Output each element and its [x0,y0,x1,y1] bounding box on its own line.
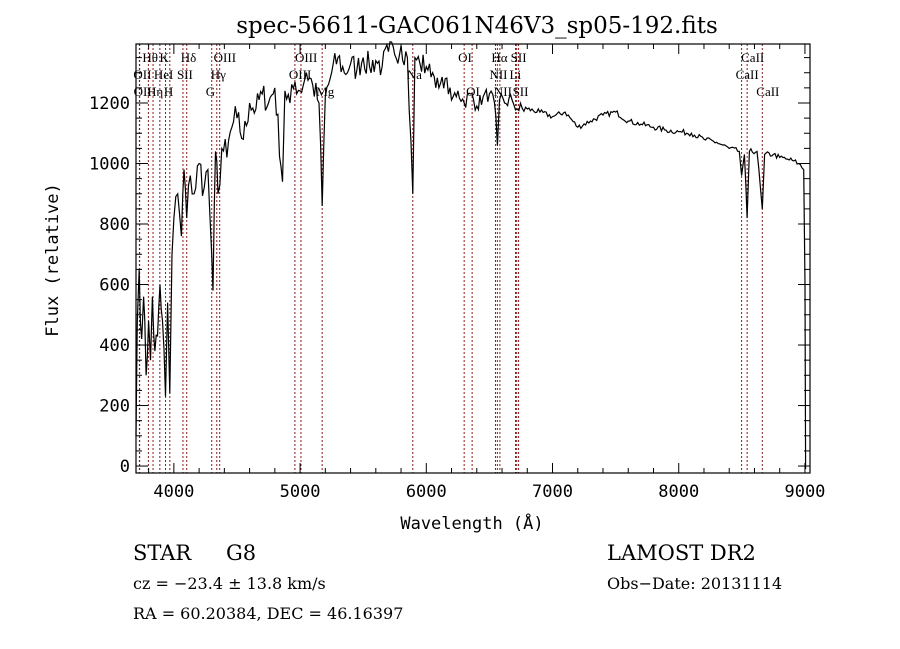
line-label: Li [510,67,522,82]
line-label: SII [177,67,193,82]
line-label: OII [133,67,151,82]
y-tick-label: 400 [99,336,130,356]
y-tick-label: 1200 [89,94,130,114]
line-label: Hγ [211,67,226,82]
x-axis-label: Wavelength (Å) [400,512,543,534]
line-label: Hα [491,50,507,65]
line-label: CaII [756,84,779,99]
x-tick-label: 4000 [153,482,194,502]
line-label: OIII [214,50,236,65]
line-label: CaII [736,67,759,82]
line-label: K [160,50,170,65]
line-label: H [164,84,173,99]
y-tick-label: 1000 [89,155,130,175]
y-axis-label: Flux (relative) [43,183,63,337]
x-tick-label: 5000 [280,482,321,502]
line-label: Hη [147,84,163,99]
line-label: Hθ [142,50,158,65]
y-tick-label: 800 [99,215,130,235]
chart-title: spec-56611-GAC061N46V3_sp05-192.fits [236,13,718,39]
line-label: Mg [316,84,335,99]
axis-ticks: 4000 5000 6000 7000 8000 9000 0 200 400 600 800 100… [89,44,825,502]
line-label: OIII [289,67,311,82]
line-label: SII [511,50,527,65]
y-tick-label: 600 [99,276,130,296]
x-tick-label: 6000 [406,482,447,502]
line-label: Hδ [181,50,197,65]
line-label: HeI [154,67,174,82]
x-tick-label: 8000 [658,482,699,502]
redshift-text: cz = −23.4 ± 13.8 km/s [133,574,326,593]
line-labels: OIIOIIHθHηHeIKHSIIHδGHγOIIIOIIIOIIIMgNaO… [133,50,779,99]
y-tick-label: 0 [120,457,130,477]
x-tick-label: 7000 [532,482,573,502]
line-label: OI [466,84,480,99]
y-tick-label: 200 [99,397,130,417]
line-label: OI [458,50,472,65]
line-label: NII [489,67,507,82]
line-label: CaII [741,50,764,65]
line-label: OIII [295,50,317,65]
spectrum-line [135,41,807,470]
line-label: SII [513,84,529,99]
line-label: NII [494,84,512,99]
object-class: STAR [133,541,192,565]
plot-frame [135,43,811,474]
line-markers [138,44,763,473]
x-tick-label: 9000 [784,482,825,502]
obs-date: Obs−Date: 20131114 [607,574,782,593]
line-label: G [206,84,215,99]
coordinates: RA = 60.20384, DEC = 46.16397 [133,604,403,623]
survey-name: LAMOST DR2 [607,541,756,565]
object-subclass: G8 [226,541,256,565]
